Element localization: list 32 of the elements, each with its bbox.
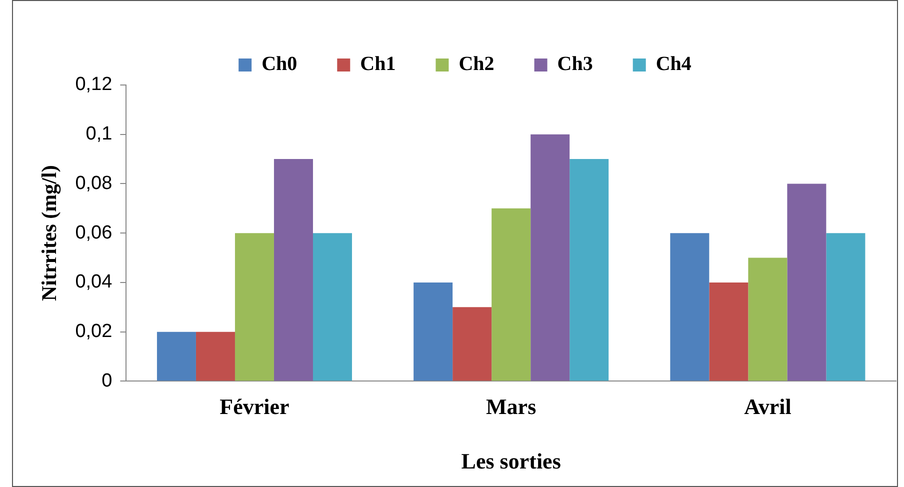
legend-label: Ch0 bbox=[262, 53, 298, 76]
x-tick-label: Mars bbox=[486, 394, 537, 420]
y-tick-label: 0 bbox=[102, 370, 112, 392]
x-axis-title: Les sorties bbox=[461, 448, 562, 474]
bar bbox=[787, 184, 826, 381]
bar bbox=[709, 282, 748, 381]
bar bbox=[570, 159, 609, 381]
legend-label: Ch4 bbox=[656, 53, 692, 76]
bar bbox=[414, 282, 453, 381]
bar bbox=[670, 233, 710, 381]
bar bbox=[492, 208, 531, 381]
y-tick-label: 0,06 bbox=[75, 222, 112, 244]
bar bbox=[234, 233, 274, 381]
y-axis-title: Nitrrites (mg/l) bbox=[37, 165, 62, 302]
bar bbox=[312, 233, 352, 381]
x-tick-label: Février bbox=[220, 394, 290, 420]
y-tick-label: 0,12 bbox=[75, 74, 112, 96]
y-tick-label: 0,08 bbox=[75, 172, 112, 194]
legend-label: Ch1 bbox=[360, 53, 396, 76]
y-tick-label: 0,04 bbox=[75, 272, 113, 293]
legend-label: Ch2 bbox=[458, 53, 494, 76]
bar bbox=[530, 134, 570, 381]
y-tick-label: 0,02 bbox=[75, 321, 112, 342]
legend-label: Ch3 bbox=[557, 53, 593, 76]
bar bbox=[452, 307, 492, 381]
x-tick-label: Avril bbox=[744, 394, 792, 420]
bar bbox=[748, 258, 788, 381]
bar bbox=[826, 233, 866, 381]
bar bbox=[274, 159, 313, 381]
bar bbox=[156, 332, 196, 381]
y-tick-label: 0,1 bbox=[86, 124, 112, 145]
bar bbox=[196, 332, 235, 381]
